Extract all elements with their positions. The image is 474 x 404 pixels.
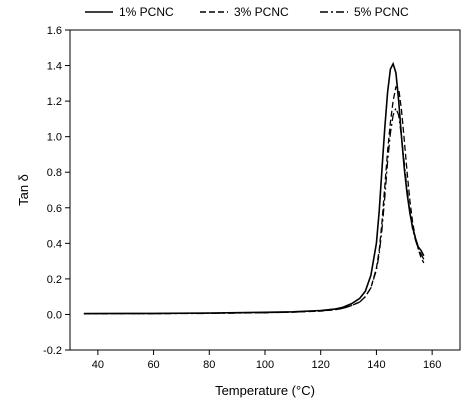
y-axis-title: Tan δ	[16, 174, 31, 206]
x-tick-label: 40	[92, 359, 104, 371]
y-tick-label: 0.2	[47, 274, 62, 286]
y-tick-label: 1.0	[47, 132, 62, 144]
legend-label-3: 5% PCNC	[354, 5, 409, 19]
x-tick-label: 80	[203, 359, 215, 371]
x-axis-title: Temperature (°C)	[215, 383, 315, 398]
y-tick-label: -0.2	[43, 345, 62, 357]
series-line-3	[83, 106, 425, 315]
x-tick-label: 140	[367, 359, 385, 371]
series-line-1	[83, 61, 425, 315]
legend-label-1: 1% PCNC	[119, 5, 174, 19]
axis-ticks: 40 60 80 100 120 140 160 -0.2 0.0 0.2 0.4 0.6 0.8 1.0…	[43, 25, 441, 371]
y-tick-label: 1.2	[47, 96, 62, 108]
x-tick-label: 120	[312, 359, 330, 371]
x-tick-label: 160	[423, 359, 441, 371]
legend: 1% PCNC 3% PCNC 5% PCNC	[85, 5, 409, 19]
series-line-2	[83, 85, 425, 315]
y-tick-label: 1.6	[47, 25, 62, 37]
y-tick-label: 0.8	[47, 167, 62, 179]
y-tick-label: 1.4	[47, 61, 62, 73]
y-tick-label: 0.4	[47, 238, 62, 250]
x-tick-label: 100	[256, 359, 274, 371]
series-lines	[83, 61, 425, 315]
x-tick-label: 60	[147, 359, 159, 371]
plot-frame	[69, 29, 461, 351]
legend-label-2: 3% PCNC	[234, 5, 289, 19]
y-tick-label: 0.6	[47, 203, 62, 215]
y-tick-label: 0.0	[47, 309, 62, 321]
